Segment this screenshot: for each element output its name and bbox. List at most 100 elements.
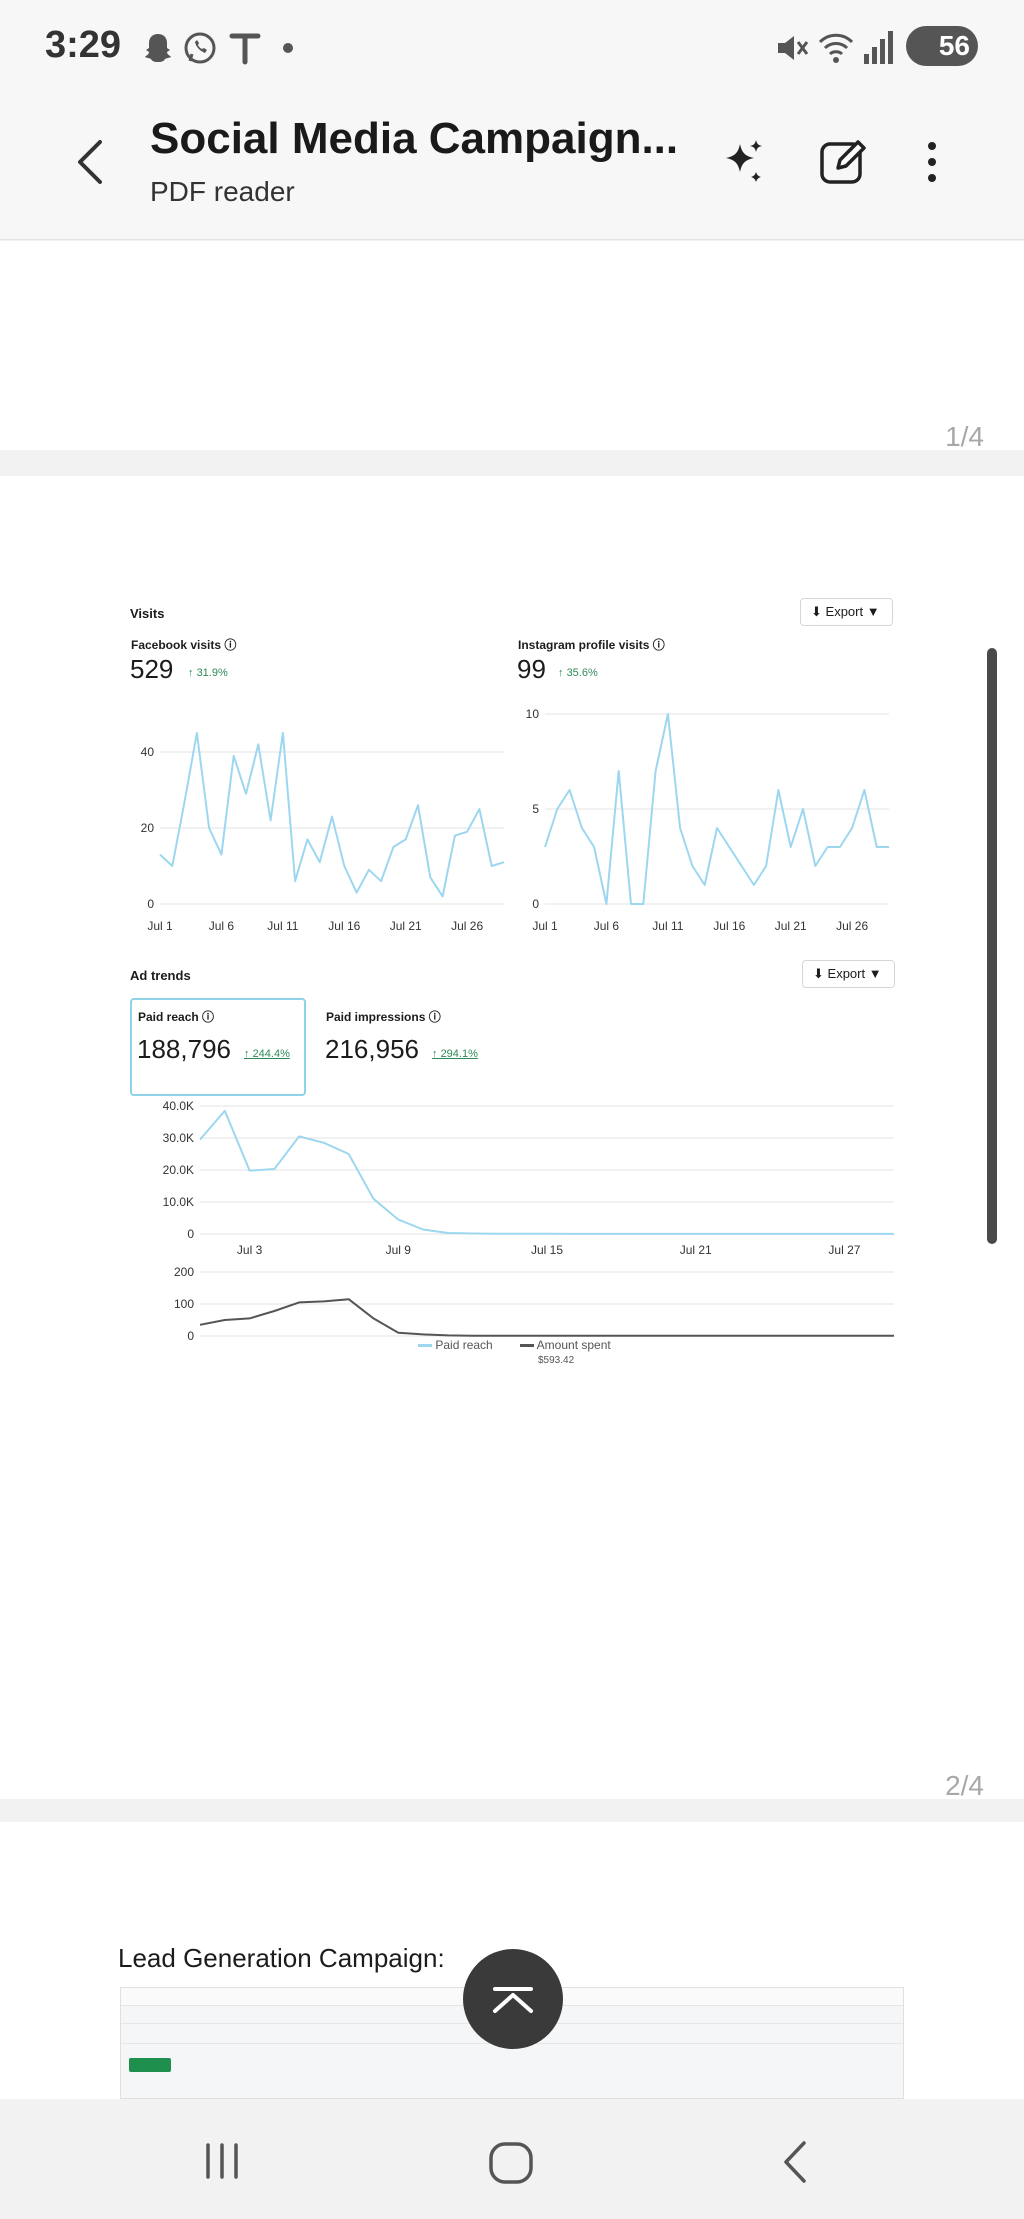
paid-reach-chart: 0 10.0K 20.0K 30.0K 40.0K Jul 3 Jul 9 Jul 15 Jul… bbox=[163, 1099, 895, 1257]
legend-paid-reach-text: Paid reach bbox=[435, 1338, 493, 1352]
x-tick-label: Jul 11 bbox=[267, 919, 298, 933]
facebook-visits-chart: 0 20 40 Jul 1 Jul 6 Jul 11 Jul 16 Jul 21 Jul 26 bbox=[141, 732, 505, 933]
t-app-icon bbox=[229, 33, 261, 65]
pdf-page-1: 1/4 bbox=[0, 241, 1024, 452]
arrow-up-icon: ↑ bbox=[188, 667, 194, 679]
x-tick-label: Jul 26 bbox=[451, 919, 483, 933]
y-tick-label: 0 bbox=[187, 1329, 194, 1343]
x-tick-label: Jul 21 bbox=[390, 919, 422, 933]
instagram-visits-value: 99 bbox=[517, 654, 546, 684]
arrow-up-icon: ↑ bbox=[432, 1048, 438, 1060]
scrollbar-thumb[interactable] bbox=[987, 648, 997, 1244]
recent-apps-button[interactable] bbox=[200, 2139, 244, 2183]
legend-swatch bbox=[520, 1344, 534, 1348]
scroll-to-top-button[interactable] bbox=[463, 1949, 563, 2049]
document-title: Social Media Campaign... bbox=[150, 114, 679, 163]
paid-reach-card[interactable] bbox=[130, 998, 306, 1096]
facebook-visits-value: 529 bbox=[130, 654, 174, 684]
x-tick-label: Jul 15 bbox=[531, 1243, 563, 1257]
x-tick-label: Jul 3 bbox=[237, 1243, 263, 1257]
app-bar: Social Media Campaign... PDF reader bbox=[0, 96, 1024, 240]
more-options-button[interactable] bbox=[912, 134, 952, 190]
paid-reach-change: ↑ 244.4% bbox=[244, 1048, 290, 1060]
y-tick-label: 40.0K bbox=[163, 1099, 194, 1113]
pdf-page-2: Visits ⬇ Export ▼ Facebook visits ⓘ 529 … bbox=[0, 476, 1024, 1801]
info-icon: ⓘ bbox=[202, 1010, 215, 1024]
y-tick-label: 10.0K bbox=[163, 1195, 194, 1209]
paid-impressions-text: Paid impressions bbox=[326, 1010, 426, 1024]
x-tick-label: Jul 11 bbox=[652, 919, 683, 933]
paid-reach-change-text: 244.4% bbox=[252, 1048, 290, 1060]
facebook-change-text: 31.9% bbox=[196, 667, 228, 679]
ad-trends-title: Ad trends bbox=[130, 968, 191, 983]
x-tick-label: Jul 1 bbox=[147, 919, 173, 933]
info-icon: ⓘ bbox=[428, 1010, 441, 1024]
wifi-icon bbox=[818, 33, 854, 63]
instagram-visits-chart: 0 5 10 Jul 1 Jul 6 Jul 11 Jul 16 Jul 21 Jul 26 bbox=[526, 707, 890, 933]
paid-reach-label: Paid reach ⓘ bbox=[138, 1008, 214, 1025]
info-icon: ⓘ bbox=[224, 638, 237, 652]
y-tick-label: 0 bbox=[532, 897, 539, 911]
whatsapp-icon bbox=[184, 32, 216, 64]
y-tick-label: 30.0K bbox=[163, 1131, 194, 1145]
caret-down-icon: ▼ bbox=[868, 966, 882, 981]
system-nav-bar bbox=[0, 2099, 1024, 2219]
legend-swatch bbox=[418, 1344, 432, 1348]
paid-impressions-change-text: 294.1% bbox=[440, 1048, 478, 1060]
battery-indicator: 56 bbox=[906, 26, 978, 66]
legend-paid-reach: Paid reach bbox=[418, 1338, 493, 1352]
notification-dot-icon bbox=[283, 43, 293, 53]
paid-impressions-label[interactable]: Paid impressions ⓘ bbox=[326, 1008, 441, 1025]
x-tick-label: Jul 21 bbox=[775, 919, 807, 933]
image-create-button bbox=[129, 2058, 171, 2072]
ai-sparkle-button[interactable] bbox=[716, 134, 772, 190]
y-tick-label: 0 bbox=[187, 1227, 194, 1241]
series-line bbox=[159, 732, 505, 898]
x-tick-label: Jul 16 bbox=[328, 919, 360, 933]
info-icon: ⓘ bbox=[652, 638, 665, 652]
lead-generation-title: Lead Generation Campaign: bbox=[118, 1943, 445, 1973]
x-tick-label: Jul 27 bbox=[828, 1243, 860, 1257]
facebook-visits-text: Facebook visits bbox=[131, 638, 222, 652]
paid-impressions-change: ↑ 294.1% bbox=[432, 1048, 478, 1060]
signal-icon bbox=[864, 31, 893, 64]
visits-export-button[interactable]: ⬇ Export ▼ bbox=[800, 598, 893, 626]
legend-amount-spent: Amount spent bbox=[520, 1338, 611, 1352]
status-time: 3:29 bbox=[45, 24, 122, 66]
instagram-visits-label: Instagram profile visits ⓘ bbox=[518, 636, 665, 653]
ad-trends-export-button[interactable]: ⬇ Export ▼ bbox=[802, 960, 895, 988]
download-icon: ⬇ bbox=[813, 966, 824, 981]
y-tick-label: 200 bbox=[174, 1265, 194, 1279]
paid-impressions-value: 216,956 bbox=[325, 1034, 419, 1064]
page-number: 2/4 bbox=[945, 1770, 984, 1801]
instagram-change-text: 35.6% bbox=[566, 667, 598, 679]
status-bar: 3:29 56 bbox=[0, 0, 1024, 96]
document-subtitle: PDF reader bbox=[150, 176, 295, 207]
y-tick-label: 100 bbox=[174, 1297, 194, 1311]
series-line bbox=[199, 1298, 894, 1337]
system-back-button[interactable] bbox=[774, 2137, 818, 2187]
amount-spent-chart: 0 100 200 bbox=[174, 1265, 895, 1343]
x-tick-label: Jul 21 bbox=[680, 1243, 712, 1257]
paid-reach-value: 188,796 bbox=[137, 1034, 231, 1064]
x-tick-label: Jul 26 bbox=[836, 919, 868, 933]
export-label: Export bbox=[825, 604, 864, 619]
home-button[interactable] bbox=[486, 2139, 536, 2185]
back-button[interactable] bbox=[60, 132, 120, 192]
arrow-up-icon: ↑ bbox=[558, 667, 564, 679]
paid-reach-text: Paid reach bbox=[138, 1010, 199, 1024]
caret-down-icon: ▼ bbox=[866, 604, 880, 619]
instagram-visits-change: ↑ 35.6% bbox=[558, 667, 598, 679]
legend-amount-value: $593.42 bbox=[538, 1355, 575, 1366]
edit-button[interactable] bbox=[816, 134, 872, 190]
download-icon: ⬇ bbox=[811, 604, 822, 619]
visits-title: Visits bbox=[130, 606, 165, 621]
series-line bbox=[199, 1109, 894, 1235]
x-tick-label: Jul 16 bbox=[713, 919, 745, 933]
y-tick-label: 5 bbox=[532, 802, 539, 816]
y-tick-label: 0 bbox=[147, 897, 154, 911]
facebook-visits-change: ↑ 31.9% bbox=[188, 667, 228, 679]
snapchat-icon bbox=[145, 34, 171, 62]
y-tick-label: 20.0K bbox=[163, 1163, 194, 1177]
x-tick-label: Jul 1 bbox=[532, 919, 558, 933]
